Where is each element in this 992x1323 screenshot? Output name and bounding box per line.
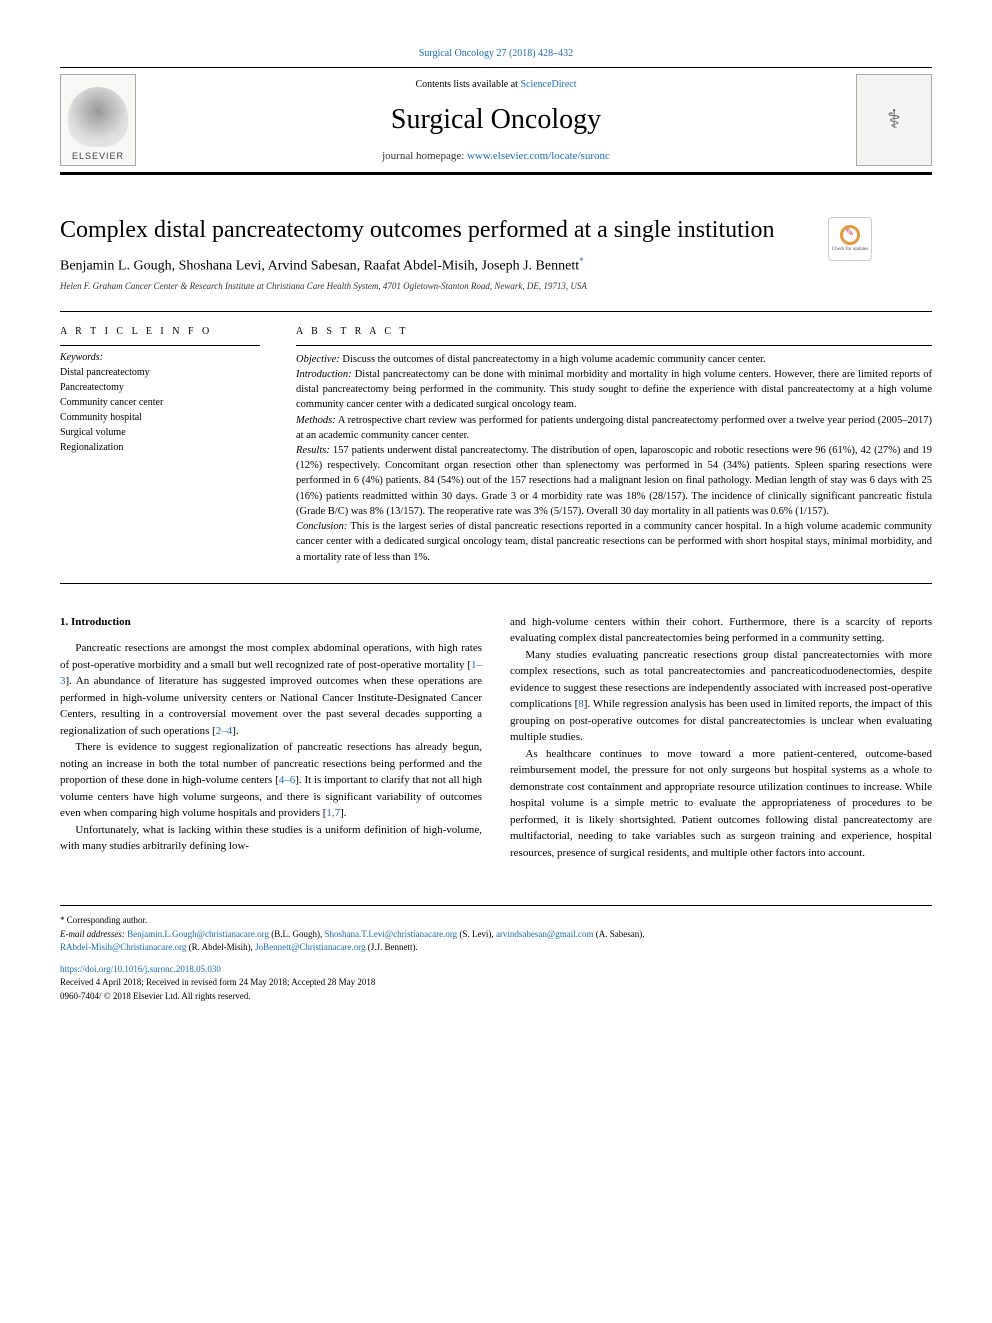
doi-link[interactable]: https://doi.org/10.1016/j.suronc.2018.05… [60, 964, 221, 974]
elsevier-text: ELSEVIER [72, 151, 124, 165]
article-title: Complex distal pancreatectomy outcomes p… [60, 217, 774, 244]
body-right-column: and high-volume centers within their coh… [510, 614, 932, 862]
ref-link[interactable]: 8 [578, 698, 584, 710]
check-updates-badge[interactable]: Check for updates [828, 217, 872, 261]
author-list: Benjamin L. Gough, Shoshana Levi, Arvind… [60, 259, 579, 274]
email-link[interactable]: Shoshana.T.Levi@christianacare.org [325, 929, 458, 939]
email-link[interactable]: arvindsabesan@gmail.com [496, 929, 594, 939]
email-who: (S. Levi), [457, 929, 496, 939]
body-para: and high-volume centers within their coh… [510, 614, 932, 647]
email-link[interactable]: Benjamin.L.Gough@christianacare.org [127, 929, 269, 939]
email-label: E-mail addresses: [60, 929, 127, 939]
article-info-heading: A R T I C L E I N F O [60, 326, 260, 346]
doi-line: https://doi.org/10.1016/j.suronc.2018.05… [60, 963, 932, 977]
email-who: (B.L. Gough), [269, 929, 325, 939]
check-updates-icon [840, 225, 860, 245]
body-content: 1. Introduction Pancreatic resections ar… [60, 614, 932, 862]
article-info: A R T I C L E I N F O Keywords: Distal p… [60, 326, 260, 565]
abstract: A B S T R A C T Objective: Discuss the o… [296, 326, 932, 565]
keywords-label: Keywords: [60, 352, 260, 363]
body-para: Unfortunately, what is lacking within th… [60, 822, 482, 855]
ref-link[interactable]: 1,7 [326, 807, 340, 819]
introduction-text: Distal pancreatectomy can be done with m… [296, 369, 932, 410]
email-who: (A. Sabesan), [593, 929, 644, 939]
elsevier-logo[interactable]: ELSEVIER [60, 74, 136, 166]
keyword: Surgical volume [60, 425, 260, 440]
email-line: E-mail addresses: Benjamin.L.Gough@chris… [60, 928, 932, 942]
journal-cover[interactable]: ⚕ [856, 74, 932, 166]
contents-prefix: Contents lists available at [415, 79, 520, 90]
sciencedirect-link[interactable]: ScienceDirect [520, 79, 576, 90]
body-para: As healthcare continues to move toward a… [510, 746, 932, 862]
objective-label: Objective: [296, 354, 340, 365]
authors: Benjamin L. Gough, Shoshana Levi, Arvind… [60, 256, 932, 275]
ref-link[interactable]: 1–3 [60, 659, 482, 688]
keyword: Distal pancreatectomy [60, 365, 260, 380]
section-heading: 1. Introduction [60, 614, 482, 631]
keyword: Regionalization [60, 440, 260, 455]
body-para: Pancreatic resections are amongst the mo… [60, 640, 482, 739]
email-who: (R. Abdel-Misih), [186, 942, 255, 952]
copyright-line: 0960-7404/ © 2018 Elsevier Ltd. All righ… [60, 990, 932, 1004]
ref-link[interactable]: 2–4 [216, 725, 233, 737]
keyword: Community cancer center [60, 395, 260, 410]
keyword: Community hospital [60, 410, 260, 425]
affiliation: Helen F. Graham Cancer Center & Research… [60, 281, 932, 291]
abstract-heading: A B S T R A C T [296, 326, 932, 346]
homepage-link[interactable]: www.elsevier.com/locate/suronc [467, 150, 610, 162]
homepage-line: journal homepage: www.elsevier.com/locat… [136, 150, 856, 162]
title-row: Complex distal pancreatectomy outcomes p… [60, 175, 932, 256]
ref-link[interactable]: 4–6 [279, 774, 296, 786]
body-para: Many studies evaluating pancreatic resec… [510, 647, 932, 746]
email-line-2: RAbdel-Misih@Christianacare.org (R. Abde… [60, 941, 932, 955]
corresponding-author: * Corresponding author. [60, 914, 932, 928]
conclusion-label: Conclusion: [296, 521, 347, 532]
elsevier-tree-icon [68, 87, 128, 147]
methods-text: A retrospective chart review was perform… [296, 415, 932, 441]
body-left-column: 1. Introduction Pancreatic resections ar… [60, 614, 482, 862]
journal-cover-icon: ⚕ [887, 105, 901, 135]
email-link[interactable]: JoBennett@Christianacare.org [255, 942, 365, 952]
results-label: Results: [296, 445, 330, 456]
abstract-text: Objective: Discuss the outcomes of dista… [296, 352, 932, 565]
objective-text: Discuss the outcomes of distal pancreate… [340, 354, 766, 365]
email-who: (J.J. Bennett). [365, 942, 417, 952]
conclusion-text: This is the largest series of distal pan… [296, 521, 932, 562]
journal-header: ELSEVIER Contents lists available at Sci… [60, 67, 932, 175]
introduction-label: Introduction: [296, 369, 352, 380]
header-center: Contents lists available at ScienceDirec… [136, 79, 856, 162]
email-link[interactable]: RAbdel-Misih@Christianacare.org [60, 942, 186, 952]
citation-link[interactable]: Surgical Oncology 27 (2018) 428–432 [419, 48, 573, 59]
results-text: 157 patients underwent distal pancreatec… [296, 445, 932, 517]
footer: * Corresponding author. E-mail addresses… [60, 905, 932, 1003]
journal-title: Surgical Oncology [136, 104, 856, 136]
contents-line: Contents lists available at ScienceDirec… [136, 79, 856, 90]
methods-label: Methods: [296, 415, 336, 426]
citation-header: Surgical Oncology 27 (2018) 428–432 [60, 48, 932, 59]
check-updates-text: Check for updates [832, 247, 868, 253]
keyword: Pancreatectomy [60, 380, 260, 395]
info-abstract-block: A R T I C L E I N F O Keywords: Distal p… [60, 311, 932, 584]
received-line: Received 4 April 2018; Received in revis… [60, 976, 932, 990]
body-para: There is evidence to suggest regionaliza… [60, 739, 482, 822]
corresponding-marker[interactable]: * [579, 256, 584, 266]
homepage-prefix: journal homepage: [382, 150, 467, 162]
